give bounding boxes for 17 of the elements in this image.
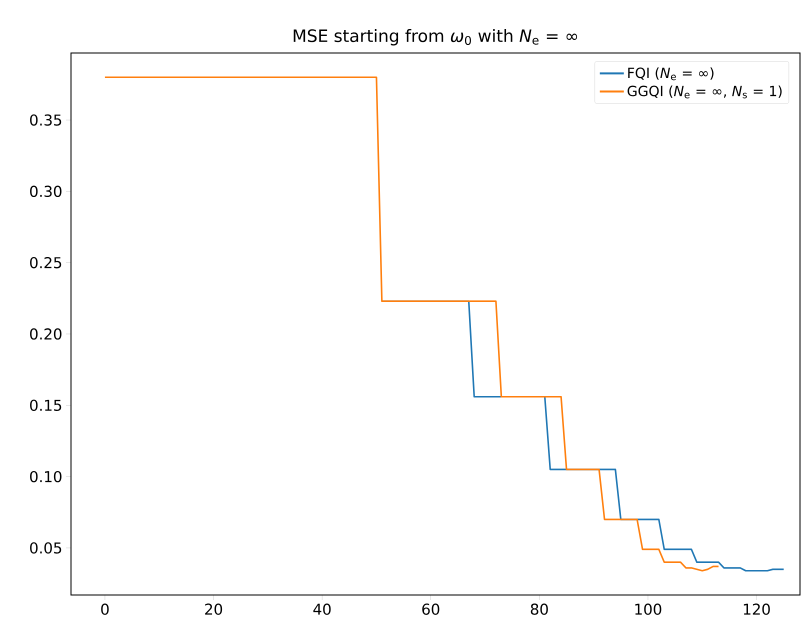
legend-label: FQI (N$_{e}$ = ∞)	[628, 67, 714, 80]
y-tick-label: 0.20	[30, 328, 62, 340]
y-tick-label: 0.10	[30, 470, 62, 482]
x-tick-label: 60	[422, 604, 440, 615]
x-tick-label: 0	[101, 604, 109, 615]
y-tick-label: 0.25	[30, 256, 62, 268]
x-tick-label: 20	[205, 604, 222, 615]
y-tick-label: 0.35	[30, 114, 62, 126]
x-tick-label: 80	[530, 604, 548, 615]
y-tick-label: 0.15	[30, 400, 62, 411]
chart-title: MSE starting from ω$_{0}$ with N$_{e}$ = ∞	[294, 29, 578, 46]
x-tick-label: 40	[313, 604, 331, 615]
y-tick-label: 0.05	[30, 542, 62, 554]
legend-label: GGQI (N$_{e}$ = ∞, N$_{s}$ = 1)	[628, 85, 782, 98]
x-tick-label: 120	[744, 604, 770, 615]
x-tick-label: 100	[635, 604, 662, 615]
y-tick-label: 0.30	[30, 186, 62, 198]
